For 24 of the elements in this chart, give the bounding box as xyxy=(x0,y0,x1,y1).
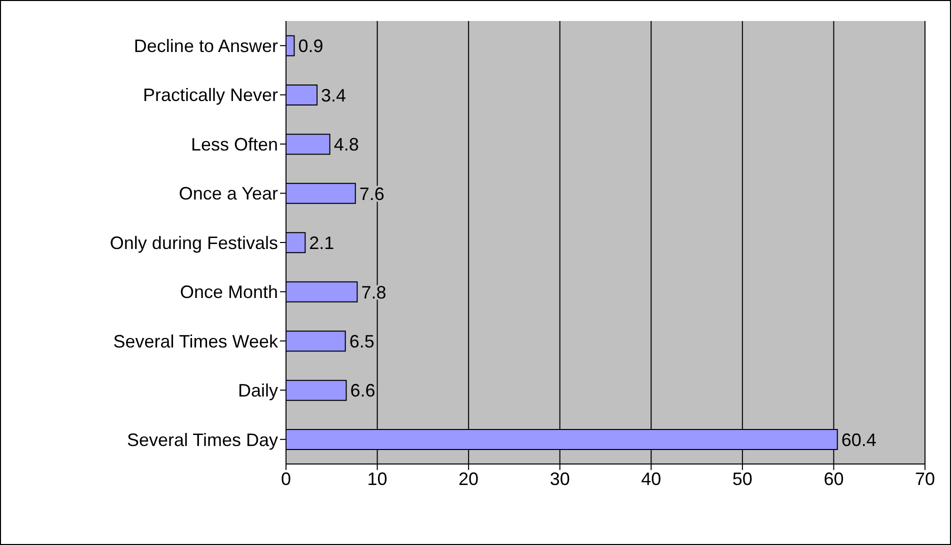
x-tick-label: 30 xyxy=(550,468,570,489)
y-tick-label: Several Times Day xyxy=(126,430,278,450)
x-tick-label: 20 xyxy=(458,468,479,489)
data-label: 6.5 xyxy=(349,331,374,352)
x-tick-label: 10 xyxy=(367,468,388,489)
y-tick-label: Practically Never xyxy=(142,85,278,106)
y-tick-label: Less Often xyxy=(190,134,278,154)
x-tick-label: 50 xyxy=(732,468,752,489)
y-tick-label: Only during Festivals xyxy=(110,232,278,253)
x-tick-label: 0 xyxy=(280,468,292,489)
x-tick-label: 40 xyxy=(641,468,662,489)
x-tick-label: 70 xyxy=(914,468,936,489)
y-tick-label: Decline to Answer xyxy=(134,36,278,56)
data-label: 2.1 xyxy=(309,233,334,254)
y-tick-label: Once Month xyxy=(180,282,278,302)
y-tick-label: Several Times Week xyxy=(113,331,279,352)
y-tick-label: Daily xyxy=(238,380,278,401)
data-label: 4.8 xyxy=(334,134,359,155)
data-label: 0.9 xyxy=(298,36,324,56)
data-label: 3.4 xyxy=(321,85,346,106)
x-tick-label: 60 xyxy=(824,468,844,489)
data-label: 6.6 xyxy=(350,380,376,401)
y-tick-label: Once a Year xyxy=(178,184,278,204)
data-label: 60.4 xyxy=(841,430,876,450)
